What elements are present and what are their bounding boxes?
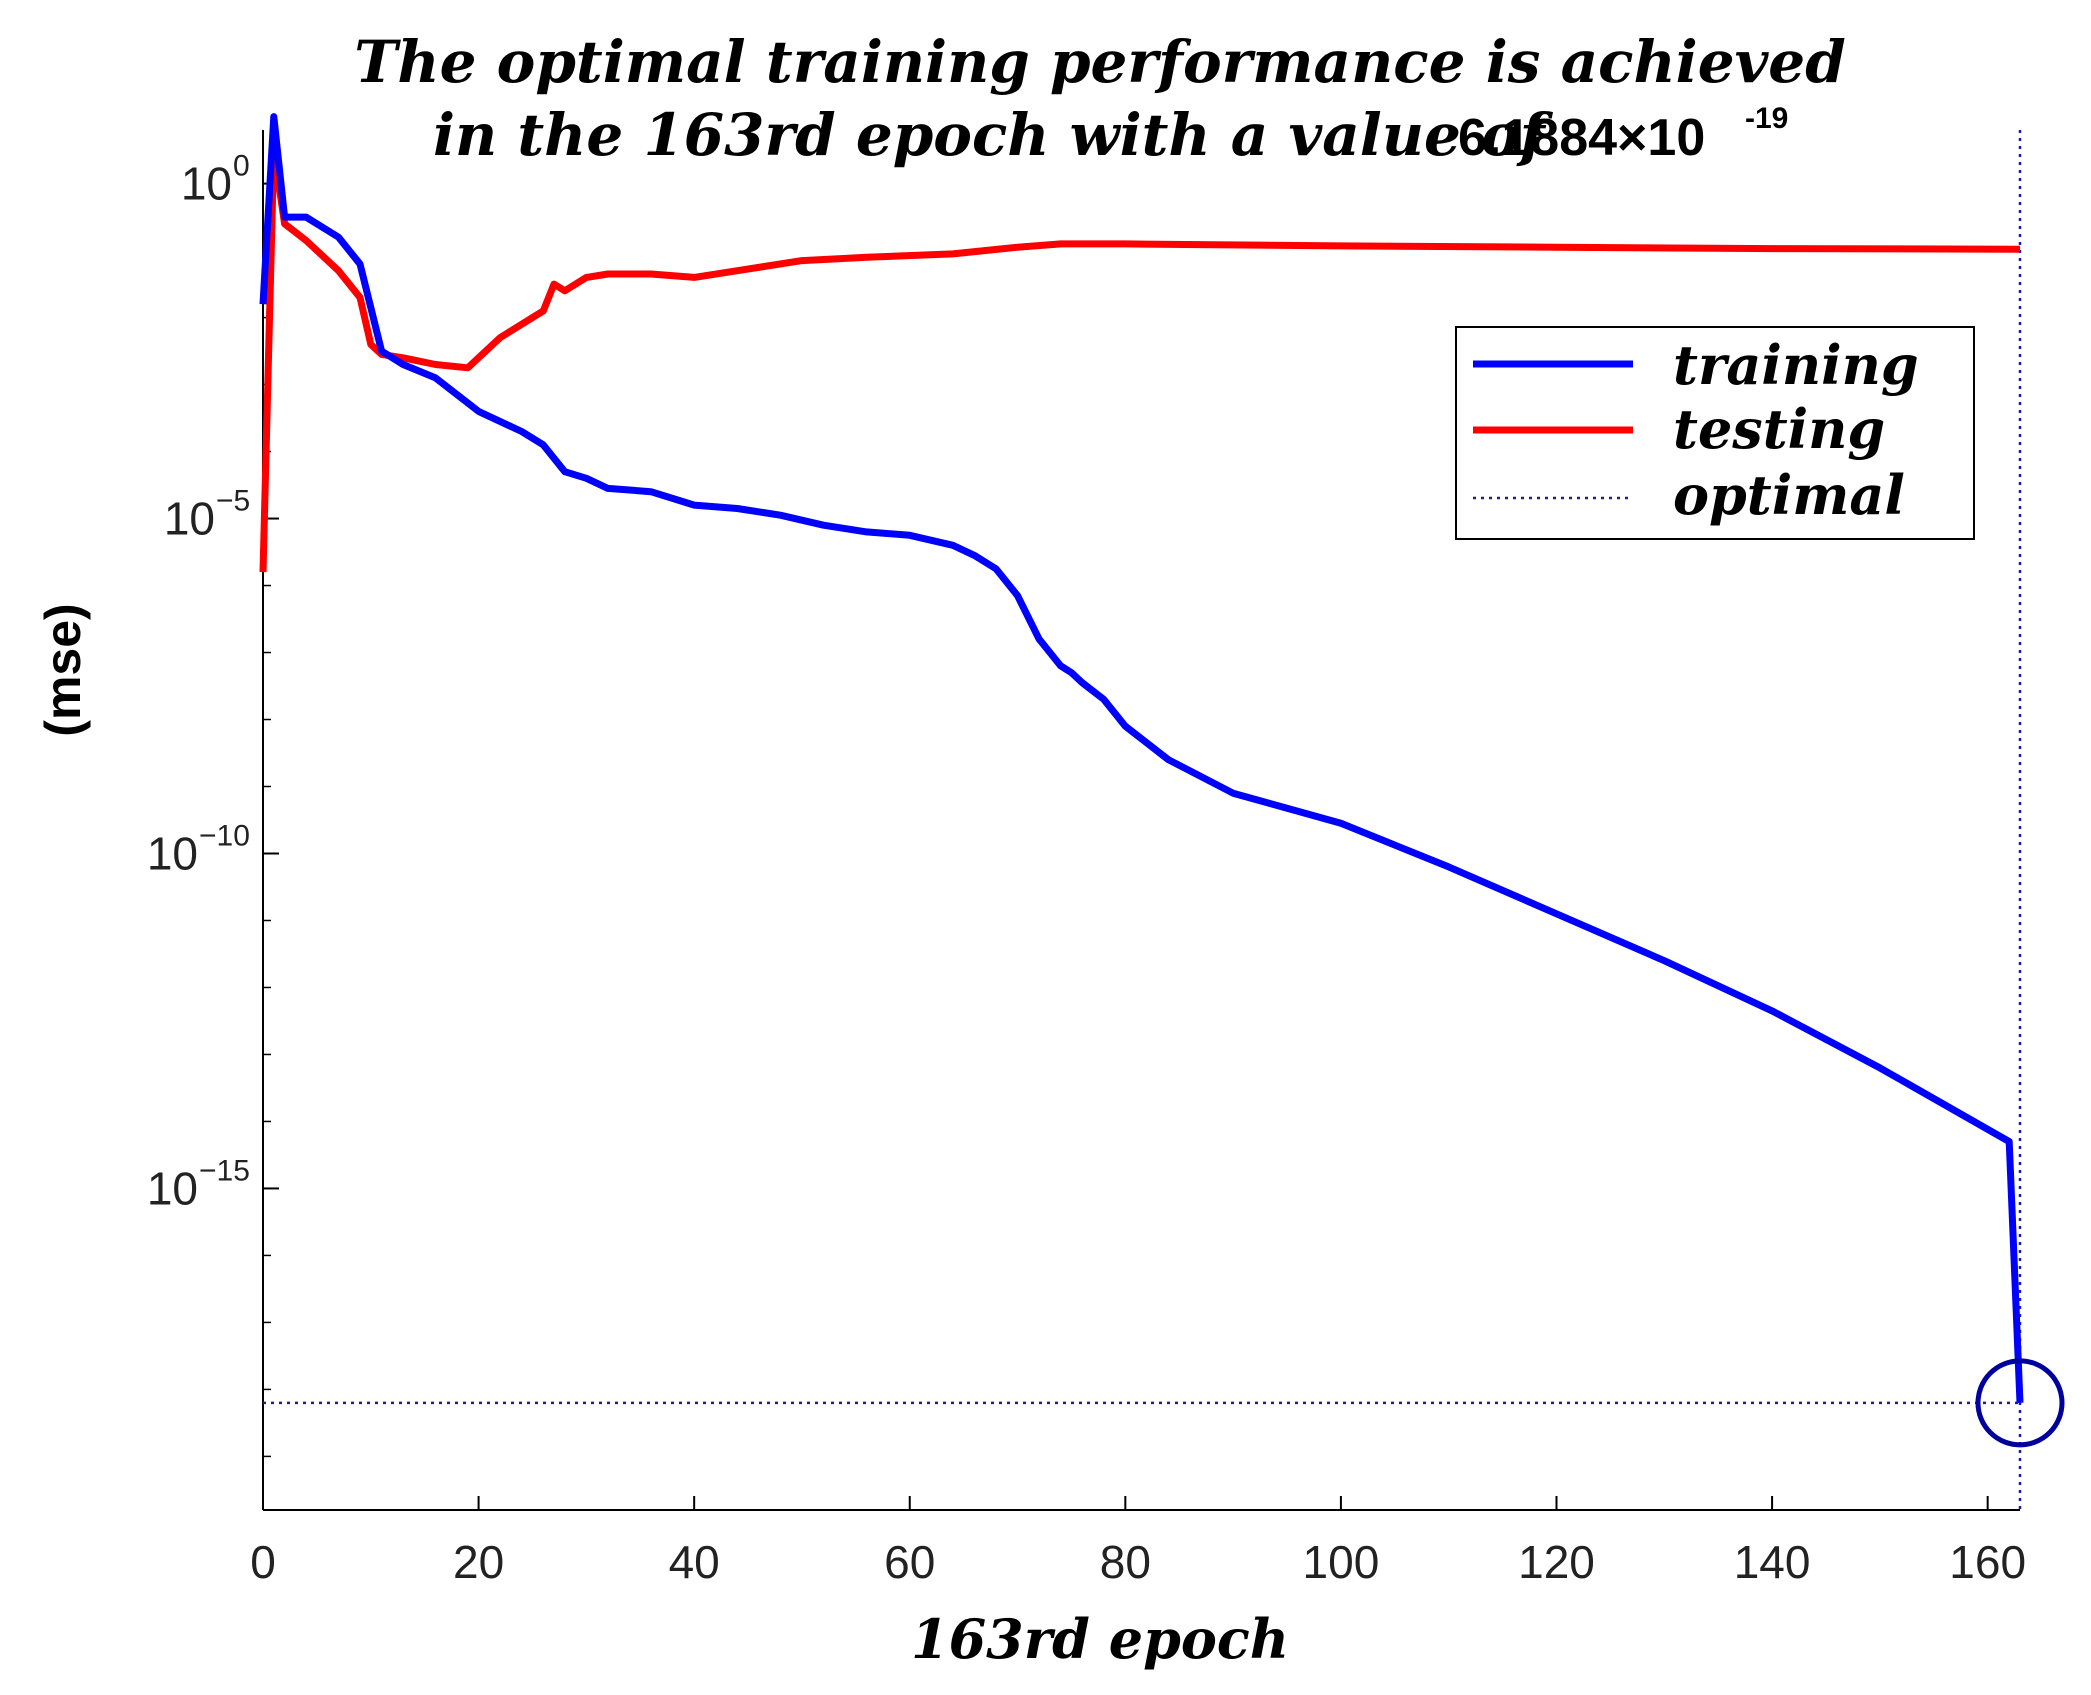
y-tick-label-base: 10	[147, 1162, 198, 1214]
y-axis-label: (mse)	[35, 603, 91, 736]
x-tick-label: 40	[669, 1536, 720, 1588]
x-tick-label: 160	[1949, 1536, 2026, 1588]
x-tick-label: 80	[1100, 1536, 1151, 1588]
y-tick-label-exponent: 0	[233, 150, 250, 183]
chart-title-value: 6.1884×10	[1458, 109, 1705, 167]
chart-title-line1: The optimal training performance is achi…	[354, 28, 1846, 96]
optimal-point-marker	[1975, 1358, 2065, 1448]
y-tick-label: 10 −5	[164, 485, 250, 545]
x-tick-label: 20	[453, 1536, 504, 1588]
y-tick-label-exponent: −15	[199, 1154, 250, 1187]
series-line-training	[259, 113, 2024, 1403]
y-tick-label-base: 10	[181, 158, 232, 210]
y-tick-label: 10 −15	[147, 1154, 250, 1214]
x-tick-labels: 0 20 40 60 80 100 120 140 160	[250, 1536, 2026, 1588]
y-tick-label-exponent: −5	[216, 485, 250, 518]
y-tick-label: 10 0	[181, 150, 250, 210]
chart-title-line2: in the 163rd epoch with a value of	[433, 101, 1554, 169]
ticks-layer	[262, 182, 1989, 1510]
chart-title-value-exponent: -19	[1745, 102, 1788, 135]
x-tick-label: 140	[1734, 1536, 1811, 1588]
y-tick-label: 10 −10	[147, 819, 250, 879]
y-tick-label-exponent: −10	[199, 819, 250, 852]
y-tick-label-base: 10	[164, 493, 215, 545]
x-axis-label: 163rd epoch	[911, 1607, 1289, 1671]
legend-label-optimal: optimal	[1673, 463, 1905, 527]
x-tick-label: 120	[1518, 1536, 1595, 1588]
legend-label-training: training	[1673, 333, 1919, 397]
y-tick-label-base: 10	[147, 827, 198, 879]
x-tick-label: 100	[1303, 1536, 1380, 1588]
x-tick-label: 0	[250, 1536, 276, 1588]
legend: training testing optimal	[1455, 326, 1975, 540]
x-tick-label: 60	[884, 1536, 935, 1588]
legend-label-testing: testing	[1673, 397, 1885, 461]
series-line-testing	[259, 146, 2021, 573]
